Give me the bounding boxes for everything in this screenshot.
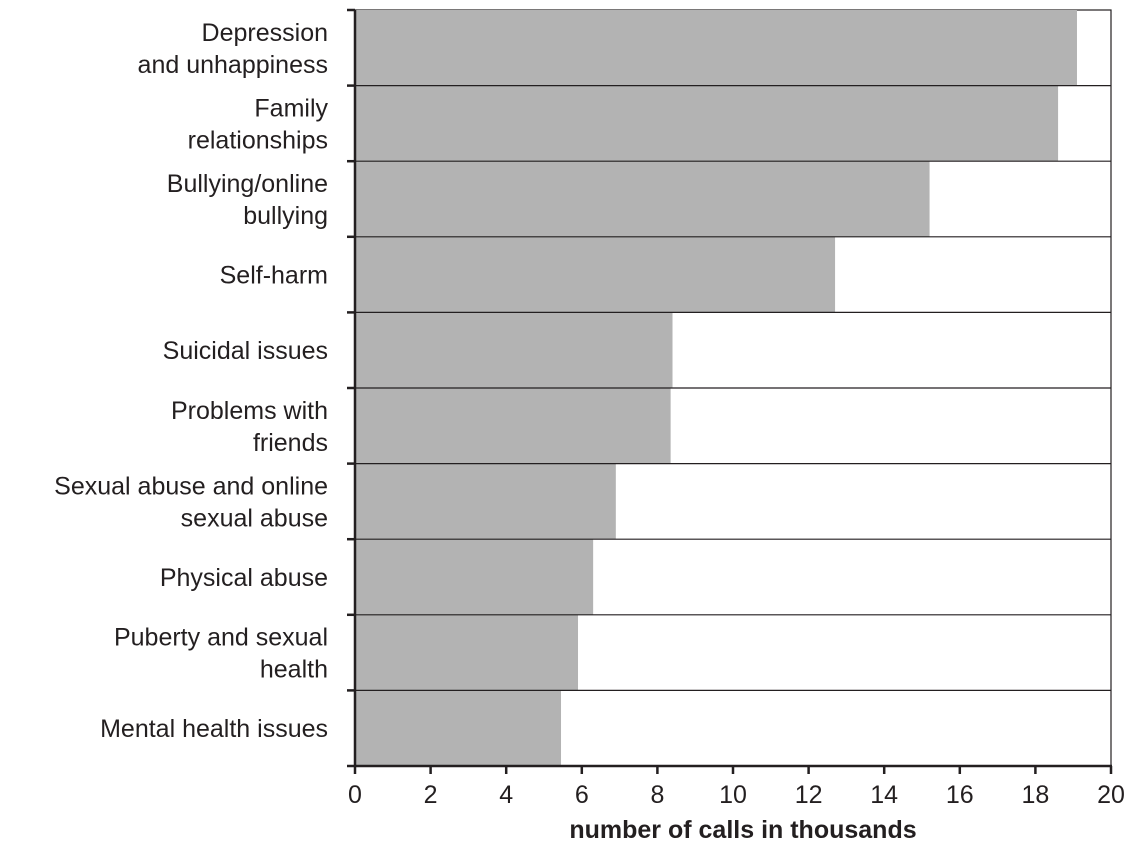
category-label-line: bullying [243, 202, 328, 230]
category-label-line: Self-harm [220, 262, 328, 290]
x-tick-label-3: 6 [575, 781, 589, 809]
category-label-line: and unhappiness [138, 51, 328, 79]
x-tick-label-2: 4 [499, 781, 513, 809]
bar-4 [355, 312, 673, 388]
bar-9 [355, 690, 562, 766]
bar-5 [355, 388, 671, 464]
category-label-0: Depression and unhappiness [138, 19, 328, 79]
x-tick-label-4: 8 [650, 781, 664, 809]
category-label-line: Problems with [171, 397, 328, 425]
category-label-line: Suicidal issues [163, 337, 328, 365]
x-tick-label-10: 20 [1097, 781, 1125, 809]
x-tick-label-5: 10 [719, 781, 747, 809]
category-label-line: Family [254, 94, 328, 122]
bar-6 [355, 463, 616, 540]
category-label-2: Bullying/online bullying [167, 170, 328, 230]
bar-8 [355, 614, 579, 691]
bar-2 [355, 161, 930, 237]
category-label-line: relationships [188, 126, 328, 154]
category-label-line: Bullying/online [167, 170, 328, 198]
bar-1 [355, 85, 1059, 162]
x-tick-label-1: 2 [424, 781, 438, 809]
x-tick-label-9: 18 [1021, 781, 1049, 809]
category-label-line: Depression [202, 19, 328, 47]
category-label-6: Sexual abuse and online sexual abuse [54, 472, 328, 532]
category-label-line: health [260, 656, 328, 684]
x-tick-label-6: 12 [795, 781, 823, 809]
category-label-7: Physical abuse [160, 564, 328, 592]
category-label-line: sexual abuse [181, 504, 328, 532]
category-label-line: friends [253, 429, 328, 457]
x-axis-title: number of calls in thousands [569, 816, 916, 841]
x-tick-label-0: 0 [348, 781, 362, 809]
category-label-8: Puberty and sexual health [114, 624, 328, 684]
bar-3 [355, 236, 836, 313]
category-label-line: Puberty and sexual [114, 624, 328, 652]
category-label-line: Physical abuse [160, 564, 328, 592]
category-label-line: Mental health issues [100, 715, 328, 743]
x-tick-label-7: 14 [870, 781, 898, 809]
x-tick-label-8: 16 [946, 781, 974, 809]
bar-0 [355, 10, 1077, 86]
category-label-3: Self-harm [220, 262, 328, 290]
category-label-9: Mental health issues [100, 715, 328, 743]
category-label-5: Problems with friends [171, 397, 328, 457]
category-label-line: Sexual abuse and online [54, 472, 328, 500]
category-label-1: Family relationships [188, 94, 329, 154]
category-label-4: Suicidal issues [163, 337, 328, 365]
bar-7 [355, 539, 594, 615]
